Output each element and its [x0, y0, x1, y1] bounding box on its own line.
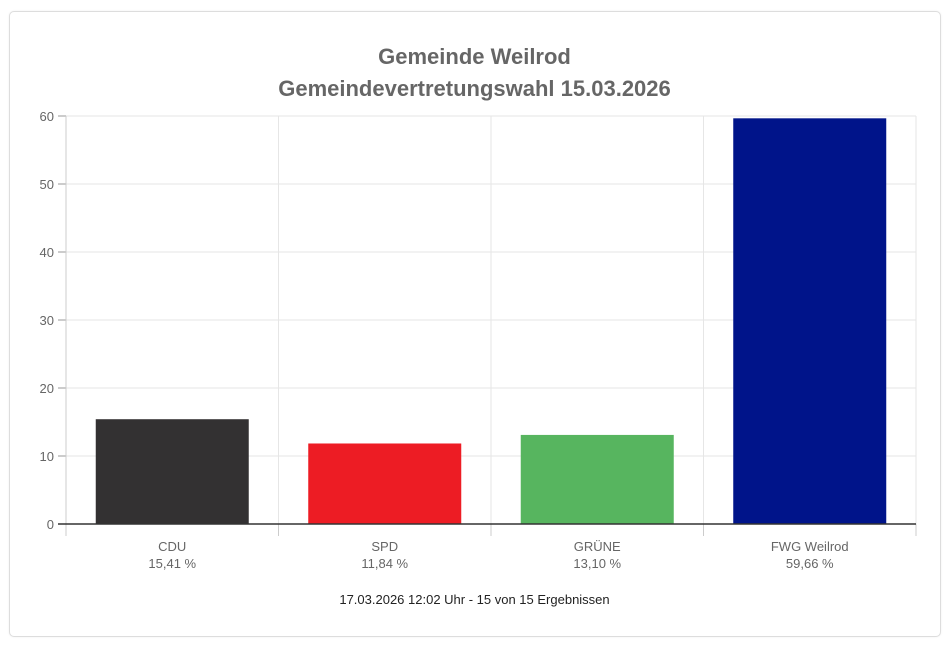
y-tick-label: 10: [40, 449, 54, 464]
x-tick-label: SPD: [371, 539, 398, 554]
y-tick-label: 40: [40, 245, 54, 260]
bar-fwg-weilrod: [733, 118, 887, 524]
x-tick-label: CDU: [158, 539, 186, 554]
value-label: 13,10 %: [573, 556, 621, 571]
bar-spd: [308, 443, 462, 524]
bar-grüne: [520, 434, 674, 524]
x-tick-label: FWG Weilrod: [771, 539, 849, 554]
value-label: 11,84 %: [361, 556, 408, 571]
value-label: 15,41 %: [148, 556, 196, 571]
chart-title: Gemeinde Weilrod: [378, 44, 571, 69]
bar-cdu: [95, 419, 249, 524]
y-tick-label: 30: [40, 313, 54, 328]
value-label: 59,66 %: [786, 556, 834, 571]
y-tick-label: 50: [40, 177, 54, 192]
y-tick-label: 60: [40, 109, 54, 124]
chart-footer: 17.03.2026 12:02 Uhr - 15 von 15 Ergebni…: [339, 592, 610, 607]
chart-subtitle: Gemeindevertretungswahl 15.03.2026: [278, 76, 671, 101]
y-tick-label: 20: [40, 381, 54, 396]
y-tick-label: 0: [47, 517, 54, 532]
x-tick-label: GRÜNE: [574, 539, 621, 554]
